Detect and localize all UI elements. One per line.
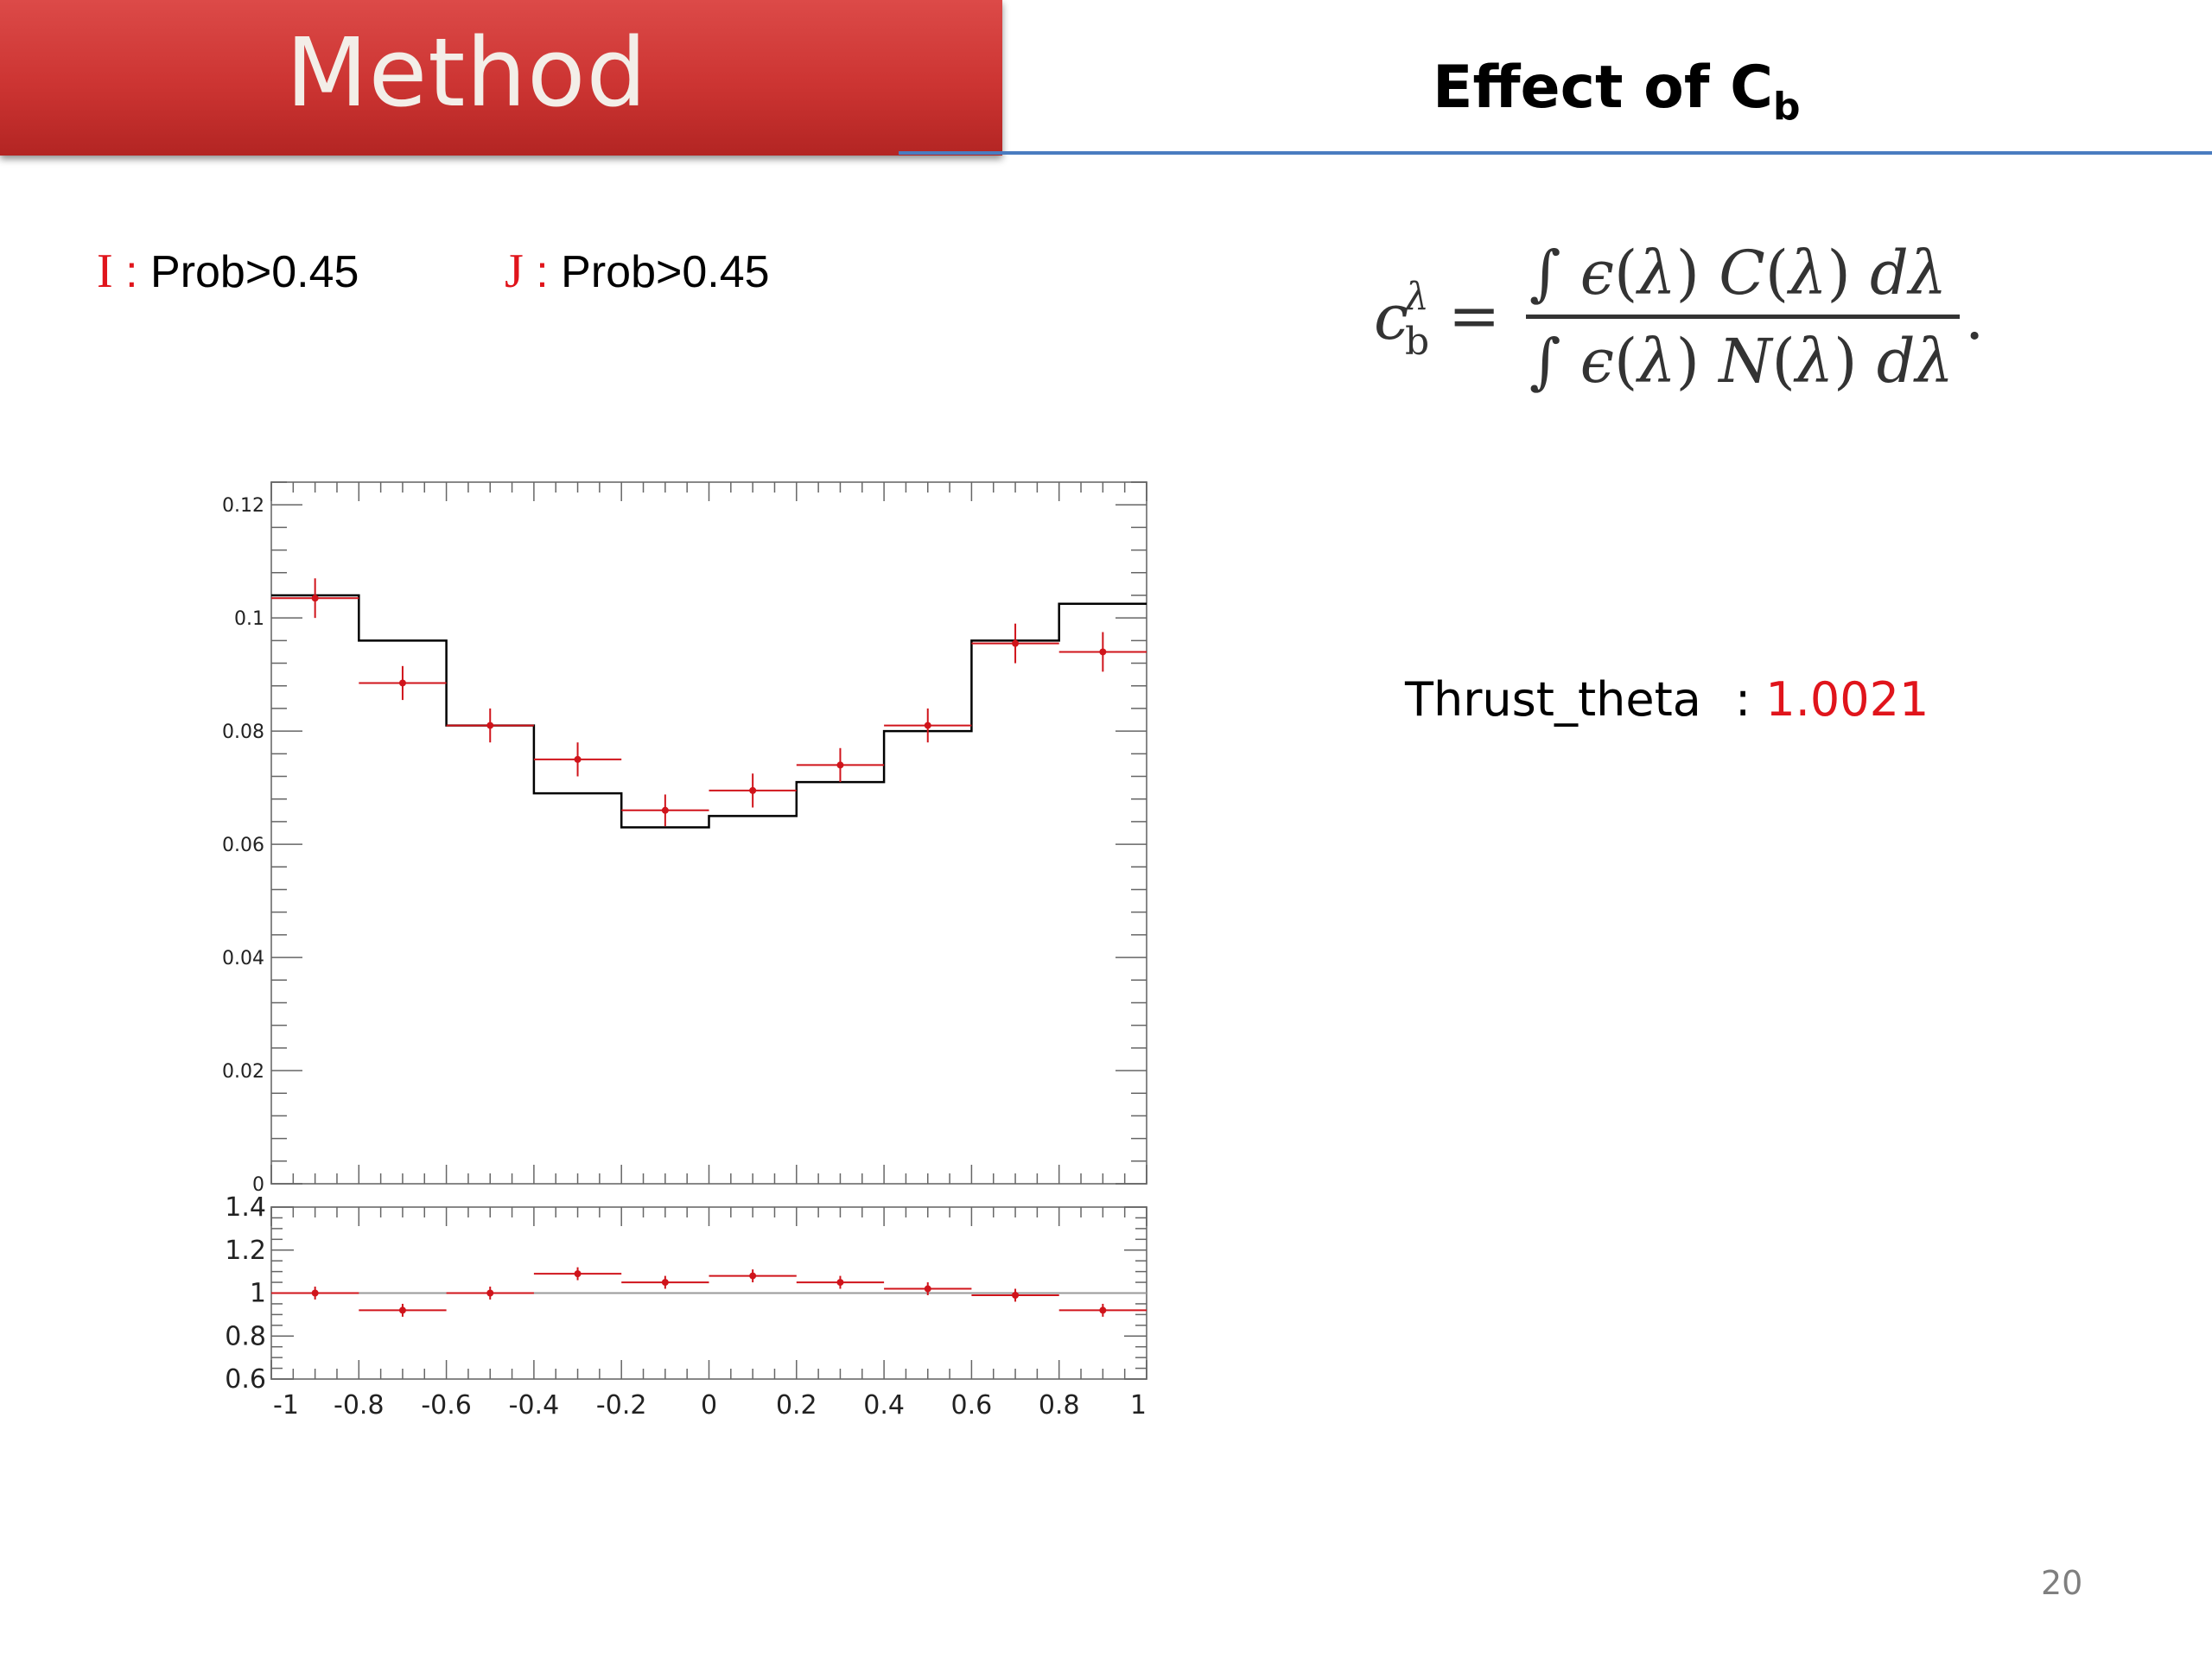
y-tick-label: 0 [252, 1174, 264, 1196]
data-marker [924, 721, 931, 729]
ratio-marker [1099, 1306, 1107, 1314]
data-point [971, 623, 1059, 664]
svg-text:∫ ϵ(λ) C(λ) dλ: ∫ ϵ(λ) C(λ) dλ [1529, 238, 1947, 308]
thrust-theta-result: Thrust_theta : 1.0021 [1405, 672, 1929, 727]
y-tick-label: 0.02 [222, 1061, 264, 1083]
thrust-theta-chart: 0 0.02 0.04 0.06 0.08 0.1 0.12 0.6 0.8 1 1.2 1.4 -1 -… [222, 481, 1147, 1417]
data-marker [574, 755, 582, 763]
svg-text:=: = [1448, 279, 1500, 352]
subtitle-subscript: b [1773, 85, 1801, 129]
ratio-marker [486, 1289, 494, 1297]
y-tick-label: 1 [250, 1279, 266, 1309]
result-label: Thrust_theta [1405, 672, 1701, 727]
x-tick-label: 0.2 [776, 1390, 817, 1417]
data-marker [1099, 648, 1107, 656]
data-point [884, 708, 972, 743]
x-tick-label: -0.2 [596, 1390, 647, 1417]
data-marker [311, 594, 319, 602]
slide-subtitle: Effect of Cb [1433, 54, 1801, 129]
ratio-point [271, 1287, 359, 1300]
data-point [446, 708, 534, 743]
ratio-point [1058, 1303, 1147, 1317]
condition-separator: : [125, 247, 138, 297]
data-marker [1012, 639, 1020, 647]
ratio-marker [311, 1289, 319, 1297]
ratio-marker [1012, 1291, 1020, 1299]
x-tick-label: 0 [701, 1390, 717, 1417]
x-tick-label: 1 [1130, 1390, 1147, 1417]
ratio-marker [398, 1306, 406, 1314]
y-tick-label: 0.12 [222, 495, 264, 517]
condition-text: Prob>0.45 [561, 247, 770, 297]
condition-text: Prob>0.45 [150, 247, 359, 297]
data-marker [486, 721, 494, 729]
svg-text:.: . [1965, 283, 1984, 353]
ratio-point [621, 1275, 709, 1289]
x-tick-label: 0.4 [863, 1390, 905, 1417]
condition-symbol: J [505, 245, 524, 298]
data-marker [661, 806, 669, 814]
data-point [1058, 632, 1147, 672]
result-separator: : [1735, 672, 1751, 727]
ratio-point [796, 1275, 885, 1289]
data-point [709, 773, 797, 808]
slide-title: Method [285, 17, 648, 128]
y-tick-label: 1.2 [225, 1236, 266, 1266]
condition-j: J : Prob>0.45 [505, 244, 770, 299]
ratio-marker [749, 1272, 757, 1280]
ratio-marker [836, 1279, 844, 1287]
title-banner: Method [0, 0, 1002, 156]
data-marker [836, 761, 844, 769]
y-tick-label: 0.08 [222, 721, 264, 743]
condition-separator: : [536, 247, 549, 297]
x-tick-label: -0.6 [421, 1390, 472, 1417]
cb-formula: c λ b = ∫ ϵ(λ) C(λ) dλ ∫ ϵ(λ) N(λ) dλ . [1374, 238, 1984, 397]
ratio-point [884, 1282, 972, 1295]
x-tick-label: -1 [273, 1390, 299, 1417]
data-point [271, 578, 359, 619]
top-panel-frame [270, 481, 1147, 1185]
ratio-point [359, 1303, 447, 1317]
data-point [359, 665, 447, 701]
ratio-point [533, 1267, 622, 1281]
svg-text:c: c [1374, 281, 1408, 353]
y-tick-label: 1.4 [225, 1192, 266, 1223]
data-marker [749, 786, 757, 794]
data-marker [398, 679, 406, 687]
result-value: 1.0021 [1765, 672, 1929, 727]
subtitle-main: Effect of C [1433, 54, 1774, 122]
y-tick-label: 0.06 [222, 835, 264, 856]
ratio-point [446, 1287, 534, 1300]
y-tick-label: 0.6 [225, 1364, 266, 1395]
svg-text:∫ ϵ(λ) N(λ) dλ: ∫ ϵ(λ) N(λ) dλ [1529, 326, 1954, 397]
data-point [533, 742, 622, 777]
x-tick-label: -0.4 [509, 1390, 560, 1417]
svg-text:b: b [1405, 320, 1429, 364]
condition-symbol: I [97, 245, 113, 298]
ratio-point [971, 1288, 1059, 1302]
ratio-marker [574, 1270, 582, 1278]
header-rule [899, 151, 2212, 155]
y-tick-label: 0.8 [225, 1321, 266, 1351]
ratio-point [709, 1269, 797, 1283]
data-point [796, 747, 885, 783]
condition-i: I : Prob>0.45 [97, 244, 359, 299]
ratio-marker [924, 1285, 931, 1293]
y-tick-label: 0.04 [222, 948, 264, 969]
x-tick-label: 0.6 [951, 1390, 993, 1417]
page-number: 20 [2041, 1564, 2083, 1602]
mc-step-histogram [271, 594, 1147, 829]
data-point [621, 794, 709, 827]
x-tick-label: 0.8 [1039, 1390, 1080, 1417]
x-tick-label: -0.8 [334, 1390, 385, 1417]
svg-text:λ: λ [1403, 275, 1429, 319]
ratio-marker [661, 1279, 669, 1287]
y-tick-label: 0.1 [234, 608, 264, 630]
